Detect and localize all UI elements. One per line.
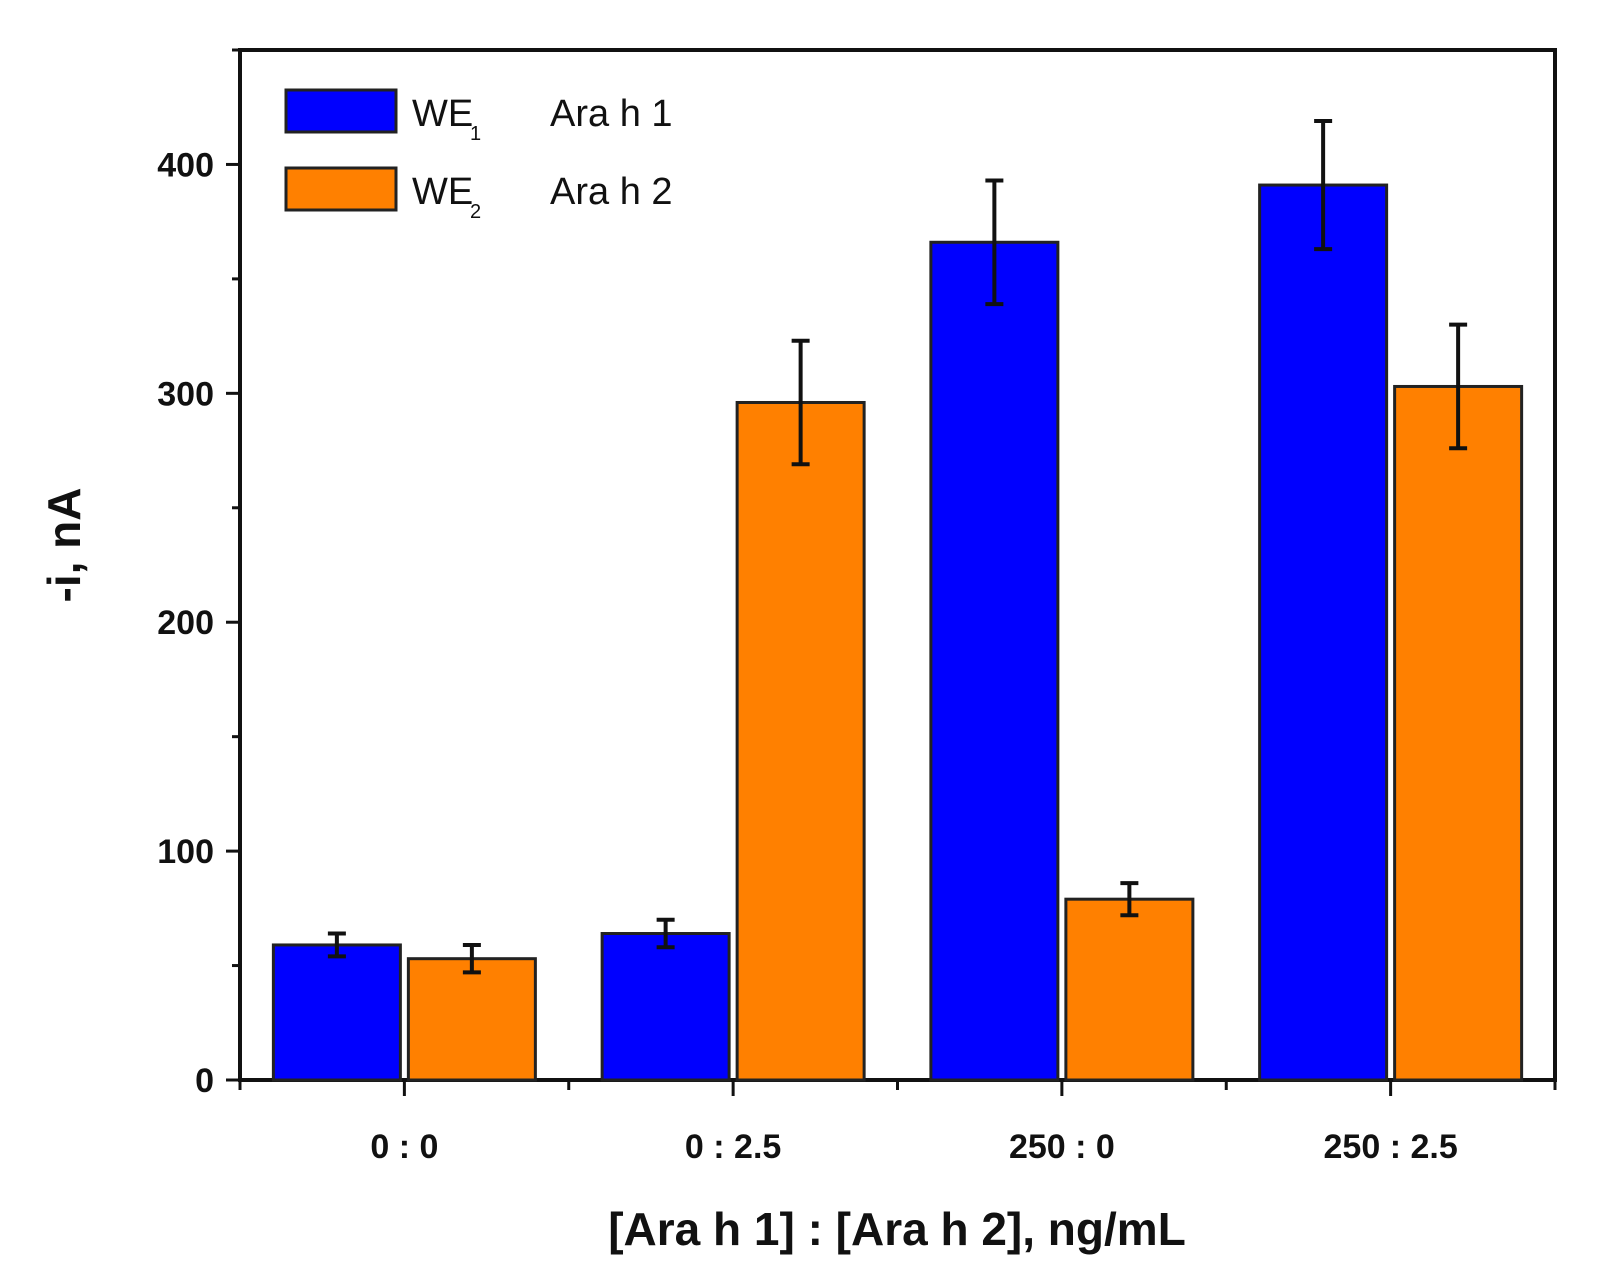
bar-1-2 xyxy=(600,932,731,1082)
y-tick-label: 200 xyxy=(157,604,214,642)
x-tick-label: 250 : 2.5 xyxy=(1324,1128,1458,1166)
legend-swatch-1 xyxy=(284,88,398,134)
legend-series-label: Ara h 1 xyxy=(550,93,673,135)
bar-1-4 xyxy=(1258,183,1389,1082)
bar-2-3 xyxy=(1064,897,1195,1082)
x-axis: 0 : 0 0 : 2.5 250 : 0 250 : 2.5 xyxy=(238,1080,1557,1166)
bar-2-2 xyxy=(735,400,866,1082)
y-tick-label: 400 xyxy=(157,146,214,184)
bar-1-3 xyxy=(929,240,1060,1082)
y-tick-label: 0 xyxy=(195,1062,214,1100)
bars xyxy=(271,183,1524,1082)
bar-1-1 xyxy=(271,943,402,1082)
bar-2-1 xyxy=(406,957,537,1082)
x-tick-label: 250 : 0 xyxy=(1009,1128,1115,1166)
x-axis-title: [Ara h 1] : [Ara h 2], ng/mL xyxy=(608,1203,1186,1255)
legend-swatch-2 xyxy=(284,166,398,212)
legend-series-prefix: WE xyxy=(412,93,473,135)
legend-series-subscript: 2 xyxy=(470,201,481,223)
legend-series-subscript: 1 xyxy=(470,123,481,145)
y-axis: 0 100 200 300 400 xyxy=(157,48,240,1100)
bar-2-4 xyxy=(1393,384,1524,1082)
error-bars xyxy=(327,118,1468,975)
legend-series-prefix: WE xyxy=(412,171,473,213)
x-tick-label: 0 : 0 xyxy=(370,1128,438,1166)
legend-series-label: Ara h 2 xyxy=(550,171,673,213)
x-tick-label: 0 : 2.5 xyxy=(685,1128,781,1166)
y-axis-title: -i, nA xyxy=(38,488,90,603)
y-tick-label: 300 xyxy=(157,375,214,413)
y-tick-label: 100 xyxy=(157,833,214,871)
